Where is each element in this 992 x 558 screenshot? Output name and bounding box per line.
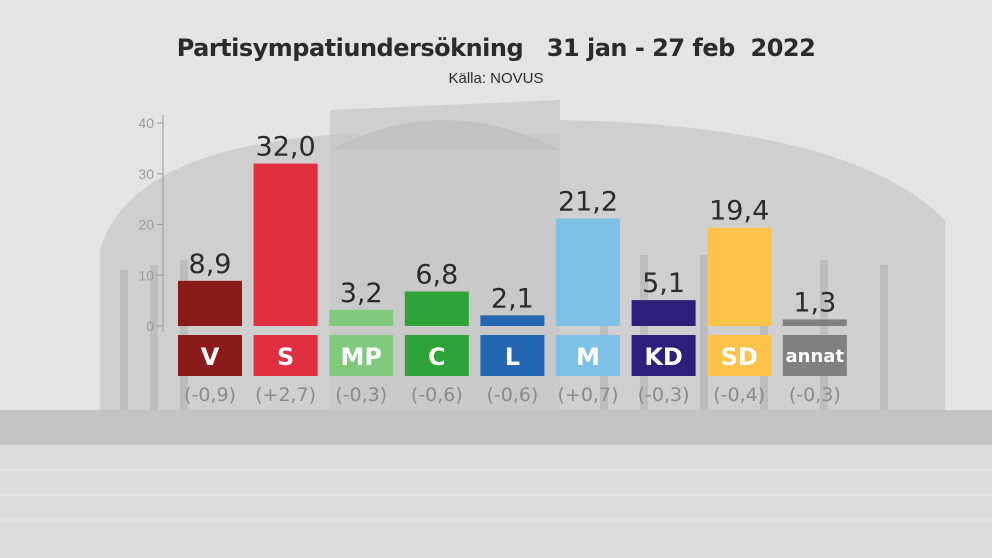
category-label: L [505,343,520,371]
bar-mp [329,309,394,326]
party-box-annat [782,335,847,376]
y-tick-label: 40 [138,115,154,131]
change-label: (-0,4) [713,384,765,406]
change-label: (-0,6) [411,384,463,406]
value-label: 8,9 [189,249,232,280]
category-label: C [428,343,446,371]
party-box-v [178,335,242,376]
party-box-s [253,335,318,376]
y-tick-label: 0 [146,318,154,334]
bar-l [480,315,545,326]
bar-annat [782,319,847,326]
bars-group: 8,9 V (-0,9) 32,0 S (+2,7) 3,2 MP (-0,3) 6,8 C (-0,… [178,132,847,406]
y-tick-label: 30 [138,166,154,182]
party-box-mp [329,335,394,376]
y-tick-label: 10 [138,267,154,283]
party-box-sd [707,335,772,376]
value-label: 21,2 [558,186,618,217]
change-label: (+2,7) [255,384,316,406]
category-label: SD [721,343,758,371]
change-label: (-0,6) [486,384,538,406]
bar-sd [707,227,772,326]
y-axis: 0 10 20 30 40 [138,115,163,334]
category-label: annat [786,346,845,367]
bar-v [178,280,242,326]
category-label: M [576,343,600,371]
party-box-l [480,335,545,376]
bar-c [404,291,469,326]
change-label: (-0,3) [335,384,387,406]
value-label: 32,0 [256,132,316,163]
bar-s [253,163,318,326]
value-label: 1,3 [793,287,836,318]
bar-kd [631,300,696,326]
category-label: MP [340,343,381,371]
y-tick-label: 20 [138,217,154,233]
value-label: 2,1 [491,283,534,314]
change-label: (-0,3) [789,384,841,406]
value-label: 6,8 [415,259,458,290]
change-label: (-0,3) [638,384,690,406]
value-label: 5,1 [642,268,685,299]
value-label: 19,4 [709,196,769,227]
chart-title: Partisympatiundersökning 31 jan - 27 feb… [176,34,816,62]
party-box-kd [631,335,696,376]
category-label: S [277,343,294,371]
category-label: V [201,343,220,371]
value-label: 3,2 [340,278,383,309]
category-label: KD [644,343,683,371]
change-label: (-0,9) [184,384,236,406]
party-box-m [556,335,620,376]
change-label: (+0,7) [558,384,619,406]
chart-subtitle: Källa: NOVUS [448,70,544,87]
party-box-c [404,335,469,376]
bar-m [556,218,620,326]
